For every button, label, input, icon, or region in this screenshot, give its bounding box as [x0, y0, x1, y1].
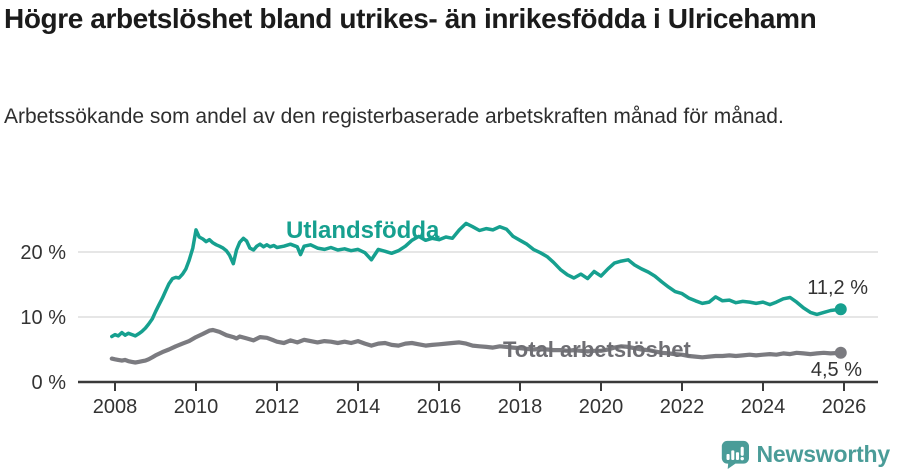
newsworthy-logo-icon [721, 440, 749, 469]
y-tick-label-10: 10 % [20, 307, 66, 329]
x-tick-label-2014: 2014 [336, 396, 381, 418]
series-end-dot-total [834, 346, 847, 359]
brand-footer: Newsworthy [720, 440, 890, 469]
x-tick-label-2016: 2016 [417, 396, 462, 418]
x-tick-label-2008: 2008 [93, 396, 138, 418]
series-label-utlandsfodda: Utlandsfödda [286, 217, 440, 244]
x-tick-label-2026: 2026 [822, 396, 867, 418]
x-tick-label-2010: 2010 [174, 396, 219, 418]
series-line-utlandsfodda [110, 221, 843, 339]
x-tick-label-2022: 2022 [660, 396, 705, 418]
chart-subtitle: Arbetssökande som andel av den registerb… [4, 105, 784, 128]
series-label-total-arbetsloshet: Total arbetslöshet [503, 337, 691, 362]
y-tick-label-20: 20 % [20, 242, 66, 264]
x-tick-label-2018: 2018 [498, 396, 543, 418]
end-value-total: 4,5 % [810, 359, 862, 381]
series-end-dot-utlandsfodda [834, 303, 847, 316]
brand-name: Newsworthy [756, 441, 891, 467]
x-tick-label-2020: 2020 [579, 396, 624, 418]
series-line-total [109, 327, 843, 365]
x-tick-label-2012: 2012 [255, 396, 300, 418]
chart-title: Högre arbetslöshet bland utrikes- än inr… [4, 3, 817, 34]
end-value-utlandsfodda: 11,2 % [807, 277, 868, 299]
x-tick-label-2024: 2024 [741, 396, 786, 418]
y-tick-label-0: 0 % [32, 372, 67, 394]
